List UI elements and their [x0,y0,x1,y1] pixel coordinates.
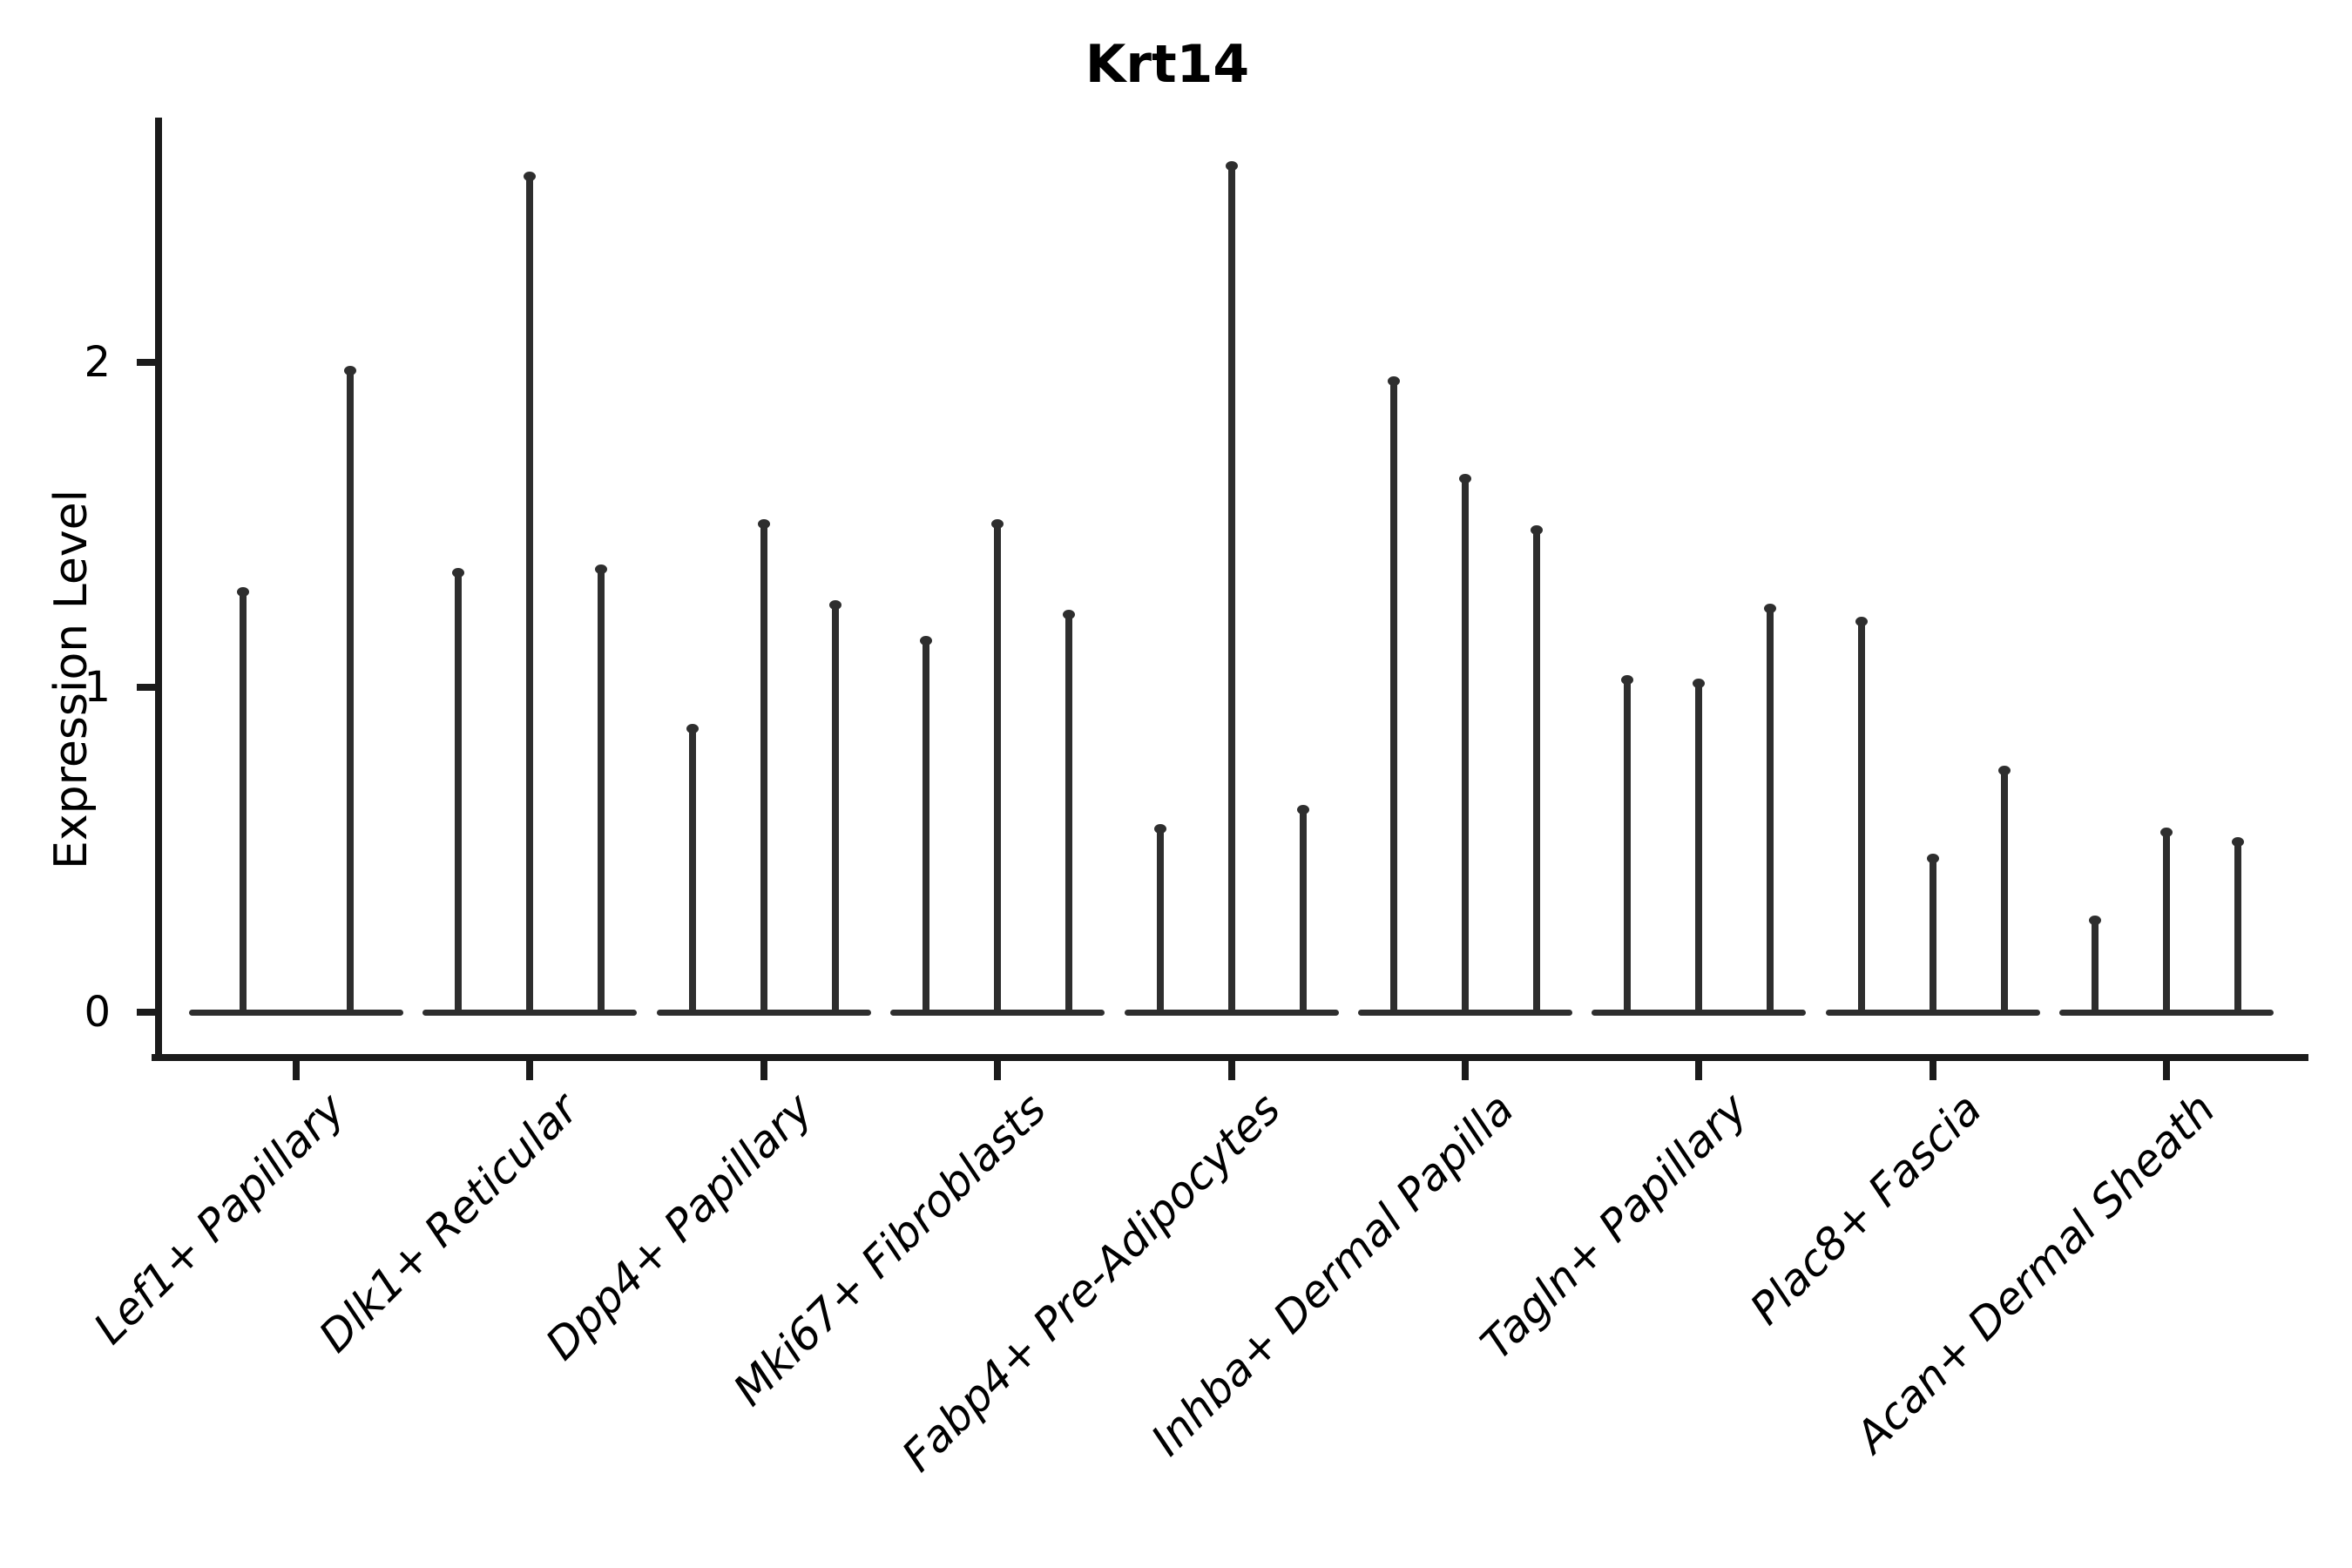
x-tick-mark [526,1061,534,1080]
violin-tip-knob [1855,616,1868,626]
violin-tip-knob [236,587,249,598]
violin-spike [2234,840,2241,1014]
violin-spike [923,639,930,1014]
violin-tip-knob [991,518,1004,529]
violin-tip-knob [1621,674,1634,685]
violin-tip-knob [1458,473,1471,483]
violin-tip-knob [686,723,699,733]
violin-spike [688,726,696,1014]
violin-spike [994,521,1002,1014]
y-tick-label: 2 [84,338,111,387]
x-tick-mark [1461,1061,1469,1080]
violin-spike [2092,917,2099,1014]
y-axis-spine [155,118,162,1061]
violin-tip-knob [757,518,770,529]
violin-spike [1461,476,1469,1014]
violin-spike [2163,830,2170,1014]
x-tick-mark [994,1061,1002,1080]
violin-spike [1695,680,1703,1014]
violin-spike [1065,612,1073,1014]
violin-spike [2000,768,2008,1014]
violin-tip-knob [2160,828,2173,838]
violin-spike [598,566,605,1014]
violin-spike [1624,677,1632,1014]
violin-spike [1857,618,1865,1014]
x-tick-mark [293,1061,300,1080]
x-tick-mark [1695,1061,1703,1080]
y-tick-label: 0 [84,988,111,1037]
violin-tip-knob [1997,766,2011,776]
violin-tip-knob [1296,805,1309,814]
violin-tip-knob [1530,525,1543,536]
violin-tip-knob [524,171,537,181]
violin-tip-knob [595,564,608,574]
violin-spike [526,173,534,1014]
violin-tip-knob [1926,853,1939,863]
x-tick-mark [2163,1061,2170,1080]
violin-spike [1929,855,1936,1014]
violin-tip-knob [1153,824,1166,835]
violin-spike [1532,528,1540,1014]
violin-tip-knob [2232,837,2244,848]
y-tick-label: 1 [84,663,111,712]
violin-spike [346,368,354,1014]
violin-spike [760,521,767,1014]
violin-tip-knob [1225,161,1238,172]
violin-tip-knob [828,600,841,611]
violin-spike [239,590,247,1014]
violin-tip-knob [343,366,356,376]
x-tick-mark [1929,1061,1936,1080]
y-tick-mark [137,684,155,691]
x-axis-spine [152,1054,2308,1061]
violin-tip-knob [1764,603,1777,613]
x-tick-mark [760,1061,767,1080]
x-tick-mark [1227,1061,1235,1080]
chart-title: Krt14 [1085,34,1250,95]
violin-spike [831,603,839,1014]
violin-base [189,1009,403,1016]
violin-tip-knob [920,636,933,646]
y-tick-mark [137,1009,155,1016]
violin-tip-knob [2089,915,2101,925]
violin-spike [1156,827,1164,1014]
y-tick-mark [137,359,155,366]
violin-spike [1299,808,1307,1014]
violin-spike [1389,378,1397,1014]
violin-tip-knob [1693,678,1706,688]
violin-spike [1767,605,1774,1014]
violin-tip-knob [452,567,465,578]
violin-tip-knob [1387,375,1400,386]
violin-spike [1227,164,1235,1014]
violin-spike [455,570,463,1014]
violin-tip-knob [1063,610,1076,620]
